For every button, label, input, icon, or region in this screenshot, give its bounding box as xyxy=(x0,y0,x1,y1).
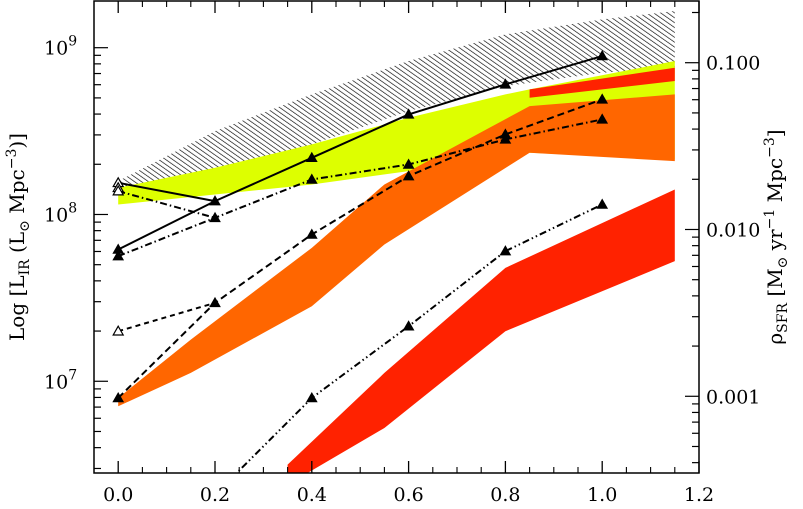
y-left-tick-label: 109 xyxy=(44,34,77,60)
band-dark-red xyxy=(529,67,675,98)
x-tick-label: 1.2 xyxy=(684,484,714,506)
axes-ticks: 0.0 0.2 0.4 0.6 0.8 1.0 1.2 107 108 109 0.001 0.010… xyxy=(44,1,760,506)
y-axis-right-title: ρSFR [M⊙ yr−1 Mpc−3] xyxy=(762,129,791,344)
y-right-tick-label: 0.001 xyxy=(706,386,760,408)
series-line-5 xyxy=(117,301,216,333)
filled-marker-2 xyxy=(305,151,318,163)
filled-marker-8 xyxy=(305,173,318,184)
filled-marker-1 xyxy=(209,195,221,206)
shaded-bands xyxy=(118,11,675,473)
series-line-3 xyxy=(117,190,216,219)
filled-marker-10 xyxy=(499,133,512,144)
filled-marker-12 xyxy=(112,391,125,403)
filled-marker-18 xyxy=(305,391,318,403)
x-tick-label: 0.0 xyxy=(103,484,133,506)
y-axis-left-title: Log [LIR (L⊙ Mpc−3)] xyxy=(4,133,33,341)
data-markers xyxy=(112,50,609,403)
series-line-0 xyxy=(117,55,603,251)
y-right-tick-label: 0.010 xyxy=(706,219,760,241)
band-hatched xyxy=(118,11,675,195)
x-tick-label: 1.0 xyxy=(587,484,617,506)
x-tick-label: 0.2 xyxy=(200,484,230,506)
filled-marker-7 xyxy=(209,211,221,223)
filled-marker-15 xyxy=(402,170,415,181)
open-marker-3 xyxy=(112,325,125,336)
y-right-tick-label: 0.100 xyxy=(706,53,760,75)
filled-marker-16 xyxy=(499,128,512,139)
series-line-4 xyxy=(117,98,603,399)
filled-marker-14 xyxy=(305,228,318,239)
filled-marker-17 xyxy=(596,93,609,104)
filled-marker-20 xyxy=(499,245,512,256)
band-red xyxy=(287,189,675,473)
filled-marker-3 xyxy=(402,108,415,119)
series-line-2 xyxy=(117,118,603,258)
filled-marker-13 xyxy=(209,296,221,308)
open-marker-2 xyxy=(112,184,125,196)
filled-marker-6 xyxy=(112,250,125,261)
x-tick-label: 0.6 xyxy=(393,484,423,506)
filled-marker-9 xyxy=(402,158,415,169)
x-tick-label: 0.4 xyxy=(297,484,327,506)
filled-marker-4 xyxy=(499,78,512,89)
series-line-1 xyxy=(118,181,216,203)
filled-marker-5 xyxy=(596,50,609,61)
filled-marker-21 xyxy=(596,198,609,209)
y-left-tick-label: 108 xyxy=(44,200,77,226)
filled-marker-19 xyxy=(402,320,415,331)
y-left-tick-label: 107 xyxy=(44,367,77,393)
filled-marker-11 xyxy=(596,113,609,124)
band-orange xyxy=(118,94,675,407)
series-line-6 xyxy=(235,203,603,473)
x-tick-label: 0.8 xyxy=(490,484,520,506)
